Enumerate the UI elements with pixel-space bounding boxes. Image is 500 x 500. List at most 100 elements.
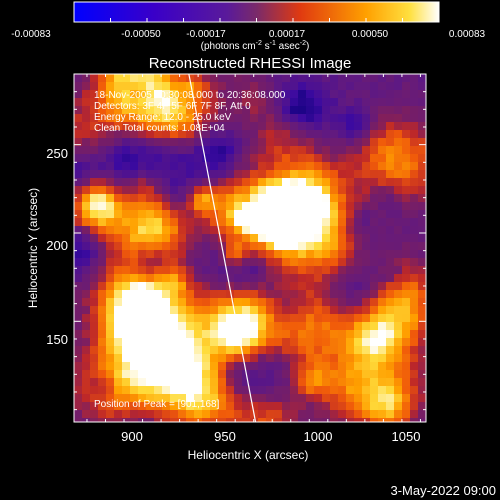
heatmap-cell <box>266 202 275 211</box>
heatmap-cell <box>90 266 99 275</box>
heatmap-cell <box>314 346 323 355</box>
heatmap-cell <box>122 130 131 139</box>
heatmap-cell <box>186 226 195 235</box>
heatmap-cell <box>402 234 411 243</box>
heatmap-cell <box>226 106 235 115</box>
heatmap-cell <box>354 178 363 187</box>
heatmap-cell <box>210 282 219 291</box>
heatmap-cell <box>418 106 426 115</box>
heatmap-cell <box>98 242 107 251</box>
heatmap-cell <box>98 250 107 259</box>
heatmap-cell <box>394 138 403 147</box>
heatmap-cell <box>90 282 99 291</box>
heatmap-cell <box>322 322 331 331</box>
heatmap-cell <box>298 178 307 187</box>
heatmap-cell <box>218 178 227 187</box>
heatmap-cell <box>258 106 267 115</box>
heatmap-cell <box>418 370 426 379</box>
heatmap-cell <box>298 74 307 83</box>
heatmap-cell <box>122 386 131 395</box>
heatmap-cell <box>402 410 411 419</box>
heatmap-cell <box>410 362 419 371</box>
heatmap-cell <box>138 170 147 179</box>
heatmap-cell <box>338 322 347 331</box>
heatmap-cell <box>194 122 203 131</box>
heatmap-cell <box>338 178 347 187</box>
heatmap-cell <box>210 378 219 387</box>
heatmap-cell <box>354 210 363 219</box>
heatmap-cell <box>418 202 426 211</box>
heatmap-cell <box>186 122 195 131</box>
heatmap-cell <box>146 250 155 259</box>
heatmap-cell <box>114 114 123 123</box>
heatmap-cell <box>74 402 83 411</box>
heatmap-cell <box>138 274 147 283</box>
chart-title: Reconstructed RHESSI Image <box>149 55 352 72</box>
heatmap-cell <box>122 266 131 275</box>
heatmap-cell <box>170 194 179 203</box>
heatmap-cell <box>290 154 299 163</box>
heatmap-cell <box>378 130 387 139</box>
heatmap-cell <box>234 122 243 131</box>
heatmap-cell <box>314 418 323 422</box>
heatmap-cell <box>74 130 83 139</box>
heatmap-cell <box>266 298 275 307</box>
heatmap-cell <box>186 282 195 291</box>
heatmap-cell <box>386 106 395 115</box>
heatmap-cell <box>402 386 411 395</box>
heatmap-cell <box>338 338 347 347</box>
heatmap-cell <box>234 322 243 331</box>
heatmap-cell <box>306 306 315 315</box>
heatmap-cell <box>410 402 419 411</box>
heatmap-cell <box>410 98 419 107</box>
heatmap-cell <box>90 210 99 219</box>
heatmap-cell <box>146 338 155 347</box>
heatmap-cell <box>178 330 187 339</box>
heatmap-cell <box>338 202 347 211</box>
heatmap-cell <box>186 274 195 283</box>
heatmap-cell <box>122 346 131 355</box>
heatmap-cell <box>306 250 315 259</box>
heatmap-cell <box>290 210 299 219</box>
heatmap-cell <box>322 122 331 131</box>
overlay-peak-position: Position of Peak = [901,168] <box>94 399 220 410</box>
heatmap-cell <box>258 338 267 347</box>
heatmap-cell <box>346 122 355 131</box>
heatmap-cell <box>394 402 403 411</box>
heatmap-cell <box>338 314 347 323</box>
footer-date: 3-May-2022 09:00 <box>390 483 496 498</box>
heatmap-cell <box>114 306 123 315</box>
heatmap-cell <box>242 234 251 243</box>
heatmap-cell <box>266 146 275 155</box>
heatmap-cell <box>322 194 331 203</box>
heatmap-cell <box>90 250 99 259</box>
heatmap-cell <box>330 378 339 387</box>
heatmap-cell <box>402 122 411 131</box>
heatmap-cell <box>290 378 299 387</box>
heatmap-cell <box>114 250 123 259</box>
heatmap-cell <box>274 130 283 139</box>
heatmap-cell <box>322 274 331 283</box>
heatmap-cell <box>178 186 187 195</box>
heatmap-cell <box>146 178 155 187</box>
heatmap-cell <box>130 290 139 299</box>
heatmap-cell <box>330 290 339 299</box>
heatmap-cell <box>378 194 387 203</box>
heatmap-cell <box>82 410 91 419</box>
heatmap-cell <box>322 114 331 123</box>
x-tick-label: 1050 <box>392 429 421 444</box>
heatmap-cell <box>82 146 91 155</box>
heatmap-cell <box>402 130 411 139</box>
heatmap-cell <box>354 242 363 251</box>
heatmap-cell <box>122 226 131 235</box>
heatmap-cell <box>274 386 283 395</box>
heatmap-cell <box>226 274 235 283</box>
heatmap-cell <box>82 354 91 363</box>
heatmap-cell <box>74 82 83 91</box>
heatmap-cell <box>234 274 243 283</box>
heatmap-cell <box>258 314 267 323</box>
heatmap-cell <box>242 410 251 419</box>
heatmap-cell <box>250 226 259 235</box>
heatmap-cell <box>418 82 426 91</box>
heatmap-cell <box>106 378 115 387</box>
